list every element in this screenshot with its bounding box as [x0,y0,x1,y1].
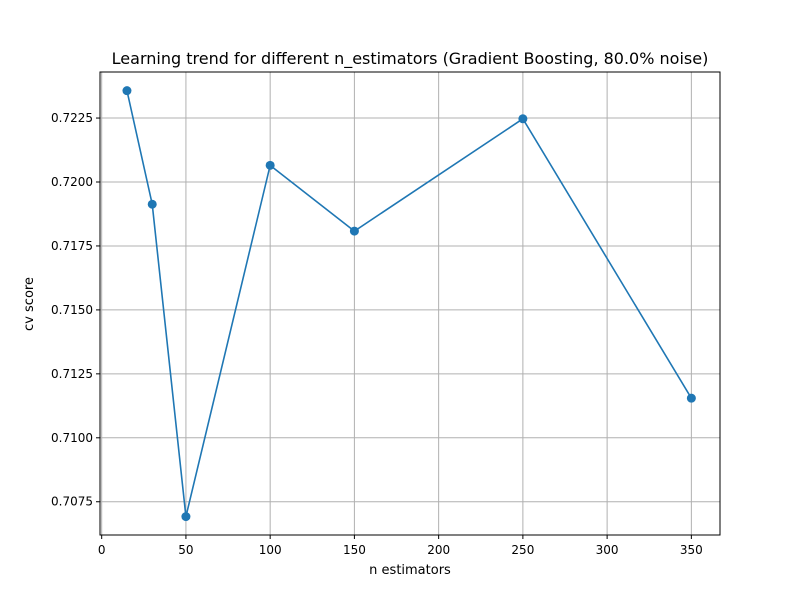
y-tick-label: 0.7100 [51,431,93,445]
y-tick-label: 0.7175 [51,239,93,253]
y-tick-label: 0.7075 [51,495,93,509]
x-tick-label: 100 [259,543,282,557]
x-tick-label: 250 [511,543,534,557]
x-tick-label: 200 [427,543,450,557]
x-tick-label: 350 [680,543,703,557]
data-point [686,393,696,403]
x-tick-label: 0 [98,543,106,557]
grid [100,72,720,535]
y-tick-label: 0.7225 [51,111,93,125]
x-tick-label: 300 [596,543,619,557]
x-axis-label: n estimators [369,563,451,578]
y-tick-label: 0.7200 [51,175,93,189]
data-point [147,199,157,209]
data-point [349,226,359,236]
x-tick-label: 150 [343,543,366,557]
ticks: 0 50 100 150 200 250 300 350 0.7075 0.7100 0.7125 0… [51,111,703,557]
y-axis-label: cv score [22,277,37,331]
data-point [122,86,132,96]
data-point [265,160,275,170]
plot-frame [99,71,721,536]
x-tick-label: 50 [178,543,193,557]
data-point [518,114,528,124]
y-tick-label: 0.7150 [51,303,93,317]
chart-title: Learning trend for different n_estimator… [112,49,709,69]
series-layer [122,86,696,522]
y-tick-label: 0.7125 [51,367,93,381]
data-point [181,512,191,522]
